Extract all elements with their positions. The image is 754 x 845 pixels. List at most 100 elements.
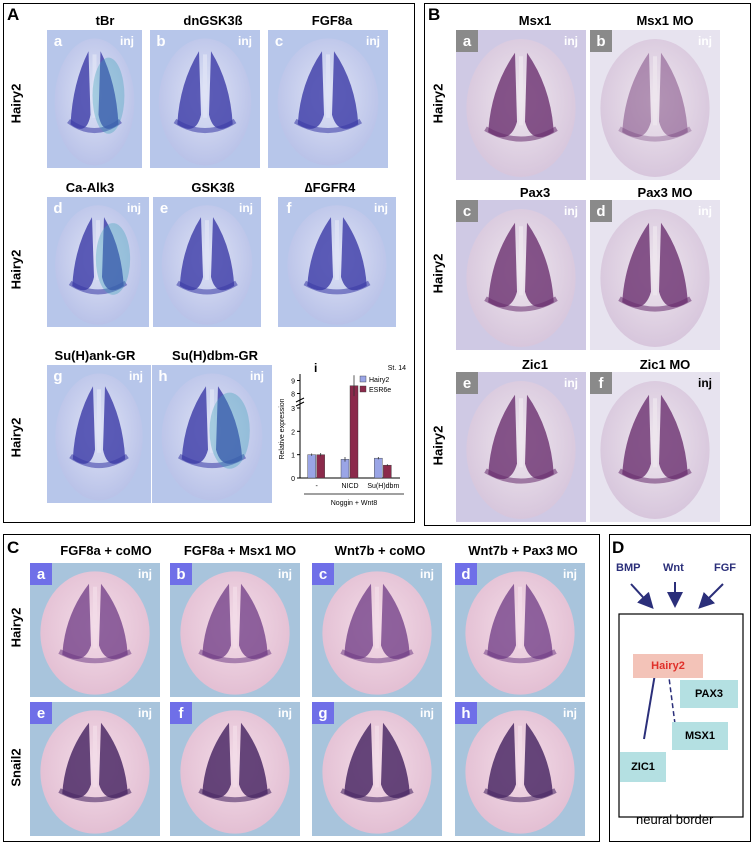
panel-b-letter: B bbox=[428, 5, 441, 24]
y-tick-label: 9 bbox=[291, 379, 295, 386]
inj-label: inj bbox=[138, 706, 152, 720]
panel-a-box bbox=[3, 3, 415, 523]
inj-label: inj bbox=[564, 204, 578, 218]
arrow-fgf bbox=[698, 583, 724, 609]
tile-letter: h bbox=[455, 702, 477, 724]
embryo-svg bbox=[152, 365, 272, 503]
embryo-svg bbox=[268, 30, 388, 168]
expression-chart-svg: 0 1 2 3 8 9 Relative expression i St. 14 - NICD Su(… bbox=[279, 361, 406, 507]
inj-label: inj bbox=[698, 34, 712, 48]
tile-letter: b bbox=[170, 563, 192, 585]
legend-swatch bbox=[359, 385, 367, 393]
embryo-svg bbox=[153, 197, 261, 327]
panel-a-row-label: Hairy2 bbox=[8, 249, 24, 290]
arrow-bmp bbox=[630, 583, 654, 609]
inj-label: inj bbox=[564, 376, 578, 390]
inj-label: inj bbox=[698, 204, 712, 218]
inj-label: inj bbox=[239, 201, 253, 215]
tile-letter: h bbox=[158, 367, 168, 385]
embryo-image: f inj bbox=[278, 197, 396, 327]
panel-c-letter: C bbox=[7, 538, 20, 557]
inj-label: inj bbox=[278, 706, 292, 720]
embryo-svg bbox=[30, 563, 160, 697]
tile-letter: e bbox=[30, 702, 52, 724]
legend-swatch bbox=[359, 375, 367, 383]
embryo-image: a inj bbox=[47, 30, 142, 168]
embryo-svg bbox=[455, 702, 585, 836]
y-axis-label: Relative expression bbox=[279, 398, 286, 459]
signal-bmp: BMP bbox=[616, 562, 641, 574]
embryo-image: c inj bbox=[312, 563, 442, 697]
embryo-image: f inj bbox=[590, 372, 720, 522]
tile-letter: d bbox=[53, 199, 63, 217]
panel-b-title: Zic1 bbox=[521, 357, 548, 372]
panel-b-row-label: Hairy2 bbox=[430, 425, 446, 466]
tile-letter: e bbox=[159, 199, 169, 217]
panel-c-title: Wnt7b + coMO bbox=[334, 543, 426, 558]
tile-letter: g bbox=[312, 702, 334, 724]
panel-c-box bbox=[3, 534, 600, 842]
tile-letter: a bbox=[53, 32, 63, 50]
embryo-image: b inj bbox=[170, 563, 300, 697]
panel-c-title: FGF8a + coMO bbox=[60, 543, 152, 558]
embryo-svg bbox=[47, 197, 149, 327]
embryo-svg bbox=[590, 372, 720, 522]
embryo-svg bbox=[590, 30, 720, 180]
x-tick-label: NICD bbox=[341, 483, 358, 490]
embryo-image: c inj bbox=[268, 30, 388, 168]
inj-label: inj bbox=[129, 369, 143, 383]
tile-letter: g bbox=[53, 367, 63, 385]
y-tick-label: 2 bbox=[291, 429, 295, 436]
embryo-image: a inj bbox=[456, 30, 586, 180]
panel-a-title: FGF8a bbox=[311, 13, 353, 28]
inj-label: inj bbox=[698, 376, 712, 390]
panel-a-title: Su(H)dbm-GR bbox=[172, 348, 258, 363]
panel-b-title: Msx1 bbox=[518, 13, 552, 28]
panel-c-title: Wnt7b + Pax3 MO bbox=[468, 543, 578, 558]
embryo-image: h inj bbox=[455, 702, 585, 836]
inj-label: inj bbox=[564, 34, 578, 48]
y-tick-label: 0 bbox=[291, 476, 295, 483]
bar-ESR6e bbox=[316, 454, 325, 479]
embryo-image: e inj bbox=[456, 372, 586, 522]
embryo-svg bbox=[312, 702, 442, 836]
embryo-image: c inj bbox=[456, 200, 586, 350]
embryo-image: h inj bbox=[152, 365, 272, 503]
panel-c-row-label: Snail2 bbox=[8, 748, 24, 787]
chart-stage-label: St. 14 bbox=[388, 365, 406, 372]
tile-letter: c bbox=[274, 32, 284, 50]
zic1-box: ZIC1 bbox=[620, 752, 666, 782]
panel-a-title: GSK3ß bbox=[191, 180, 235, 195]
bar-Hairy2 bbox=[374, 457, 383, 479]
expression-chart: 0 1 2 3 8 9 Relative expression i St. 14 - NICD Su(… bbox=[276, 360, 412, 518]
tile-letter: c bbox=[312, 563, 334, 585]
panel-d-box bbox=[609, 534, 751, 842]
inj-label: inj bbox=[420, 567, 434, 581]
tile-letter: b bbox=[156, 32, 166, 50]
panel-a-row-label: Hairy2 bbox=[8, 83, 24, 124]
signal-wnt: Wnt bbox=[663, 562, 684, 574]
x-tick-label: Su(H)dbm bbox=[367, 483, 399, 490]
embryo-image: d inj bbox=[455, 563, 585, 697]
panel-b-box bbox=[424, 3, 751, 526]
panel-b-title: Zic1 MO bbox=[639, 357, 691, 372]
inj-label: inj bbox=[563, 706, 577, 720]
tile-letter: d bbox=[590, 200, 612, 222]
y-tick-label: 1 bbox=[291, 453, 295, 460]
tile-letter: f bbox=[170, 702, 192, 724]
tile-letter: b bbox=[590, 30, 612, 52]
legend-label: ESR6e bbox=[369, 387, 391, 394]
embryo-svg bbox=[170, 702, 300, 836]
embryo-image: e inj bbox=[153, 197, 261, 327]
inj-label: inj bbox=[138, 567, 152, 581]
x-tick-label: - bbox=[315, 483, 318, 490]
embryo-svg bbox=[30, 702, 160, 836]
panel-b-title: Pax3 bbox=[519, 185, 551, 200]
tile-letter: a bbox=[30, 563, 52, 585]
embryo-image: a inj bbox=[30, 563, 160, 697]
panel-a-title: ∆FGFR4 bbox=[304, 180, 356, 195]
embryo-svg bbox=[47, 30, 142, 168]
inj-label: inj bbox=[366, 34, 380, 48]
y-tick-label: 3 bbox=[291, 406, 295, 413]
